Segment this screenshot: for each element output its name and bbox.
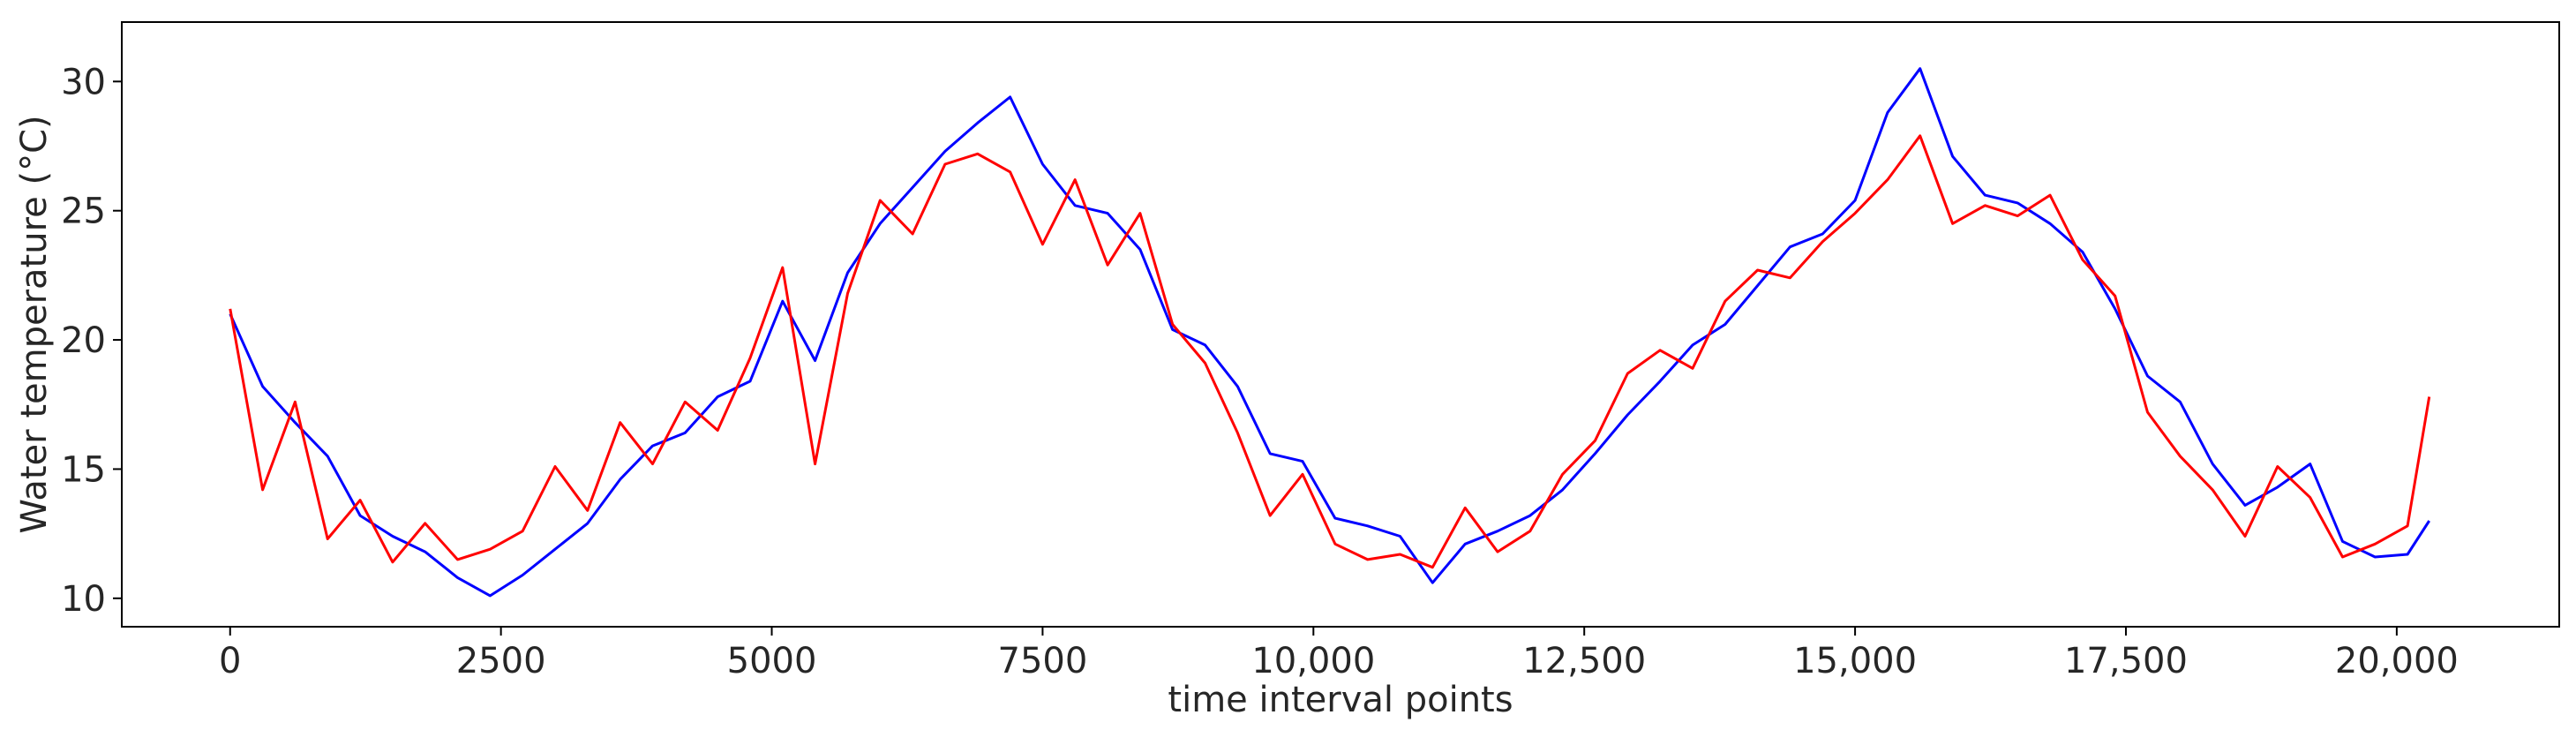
x-tick-label: 0 xyxy=(219,641,241,681)
y-tick-label: 20 xyxy=(61,320,106,361)
y-axis-label: Water temperature (°C) xyxy=(14,115,55,533)
series-line-2 xyxy=(229,134,2431,569)
y-tick-label: 30 xyxy=(61,62,106,102)
y-tick-label: 10 xyxy=(61,579,106,620)
x-tick-label: 7500 xyxy=(998,641,1088,681)
x-tick-label: 20,000 xyxy=(2335,641,2459,681)
plot-frame xyxy=(121,21,2560,628)
y-tick-label: 25 xyxy=(61,192,106,232)
x-axis-ticks: 0 2500 5000 7500 10,000 12,500 15,000 17,500 20,… xyxy=(219,627,2459,681)
series-lines xyxy=(229,67,2431,598)
x-tick-label: 15,000 xyxy=(1793,641,1917,681)
x-tick-label: 17,500 xyxy=(2064,641,2188,681)
x-tick-label: 5000 xyxy=(727,641,817,681)
x-tick-label: 10,000 xyxy=(1251,641,1375,681)
y-axis-ticks: 10 15 20 25 30 xyxy=(61,62,122,620)
x-tick-label: 12,500 xyxy=(1522,641,1646,681)
x-axis-label: time interval points xyxy=(1168,680,1513,720)
y-tick-label: 15 xyxy=(61,449,106,490)
x-tick-label: 2500 xyxy=(456,641,546,681)
series-line-1 xyxy=(229,67,2430,598)
